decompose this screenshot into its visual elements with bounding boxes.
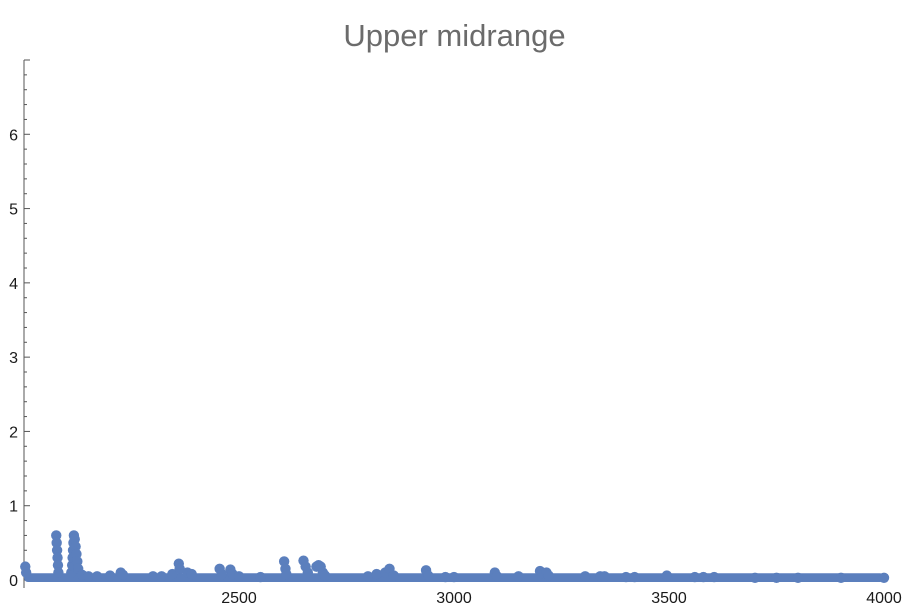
data-point bbox=[174, 563, 185, 575]
x-tick-label: 4000 bbox=[866, 590, 902, 607]
data-point bbox=[440, 571, 451, 583]
data-point bbox=[156, 571, 167, 582]
data-point bbox=[448, 571, 460, 583]
data-point bbox=[319, 570, 331, 581]
y-tick-label: 5 bbox=[9, 202, 18, 219]
data-point bbox=[771, 572, 782, 583]
data-point bbox=[371, 568, 382, 580]
y-tick-label: 6 bbox=[9, 127, 18, 144]
data-point bbox=[302, 567, 313, 578]
data-point bbox=[629, 571, 640, 583]
y-tick-label: 1 bbox=[9, 499, 18, 516]
data-point bbox=[835, 572, 847, 583]
data-point bbox=[186, 568, 197, 580]
data-point bbox=[661, 570, 673, 581]
data-point bbox=[878, 572, 890, 583]
data-point bbox=[708, 571, 720, 583]
data-point bbox=[255, 571, 266, 583]
data-point bbox=[689, 571, 700, 583]
y-tick-label: 3 bbox=[9, 350, 18, 367]
data-point bbox=[147, 571, 159, 582]
data-point bbox=[52, 559, 64, 571]
data-point bbox=[388, 570, 399, 581]
data-point bbox=[579, 571, 591, 582]
data-point bbox=[51, 537, 62, 549]
data-point bbox=[792, 572, 804, 583]
x-tick-label: 2500 bbox=[221, 590, 257, 607]
data-point bbox=[362, 571, 374, 582]
x-tick-label: 3500 bbox=[651, 590, 687, 607]
data-point bbox=[91, 571, 103, 582]
data-point bbox=[233, 571, 245, 582]
data-point bbox=[491, 571, 503, 582]
data-point bbox=[513, 571, 524, 582]
x-tick-label: 3000 bbox=[436, 590, 472, 607]
data-point bbox=[117, 569, 129, 580]
data-point bbox=[53, 567, 64, 578]
chart-title: Upper midrange bbox=[343, 18, 566, 53]
data-point bbox=[423, 570, 434, 581]
data-point bbox=[749, 572, 761, 583]
data-point bbox=[83, 571, 94, 582]
y-tick-label: 2 bbox=[9, 424, 18, 441]
data-point bbox=[698, 571, 709, 583]
y-tick-label: 4 bbox=[9, 276, 18, 293]
data-point bbox=[51, 545, 63, 556]
data-points bbox=[20, 530, 890, 583]
axes bbox=[23, 59, 885, 588]
data-point bbox=[599, 571, 610, 582]
data-point bbox=[620, 571, 632, 583]
y-tick-label: 0 bbox=[9, 573, 18, 590]
data-point bbox=[543, 570, 554, 581]
data-point bbox=[281, 568, 292, 580]
data-point bbox=[216, 568, 227, 580]
data-point bbox=[167, 568, 178, 580]
tick-labels: 0 1 2 3 4 5 6 2500 3000 3500 4000 bbox=[9, 127, 902, 607]
data-point bbox=[104, 570, 116, 581]
data-point bbox=[20, 567, 32, 578]
data-point bbox=[51, 530, 62, 541]
data-point bbox=[52, 552, 63, 563]
